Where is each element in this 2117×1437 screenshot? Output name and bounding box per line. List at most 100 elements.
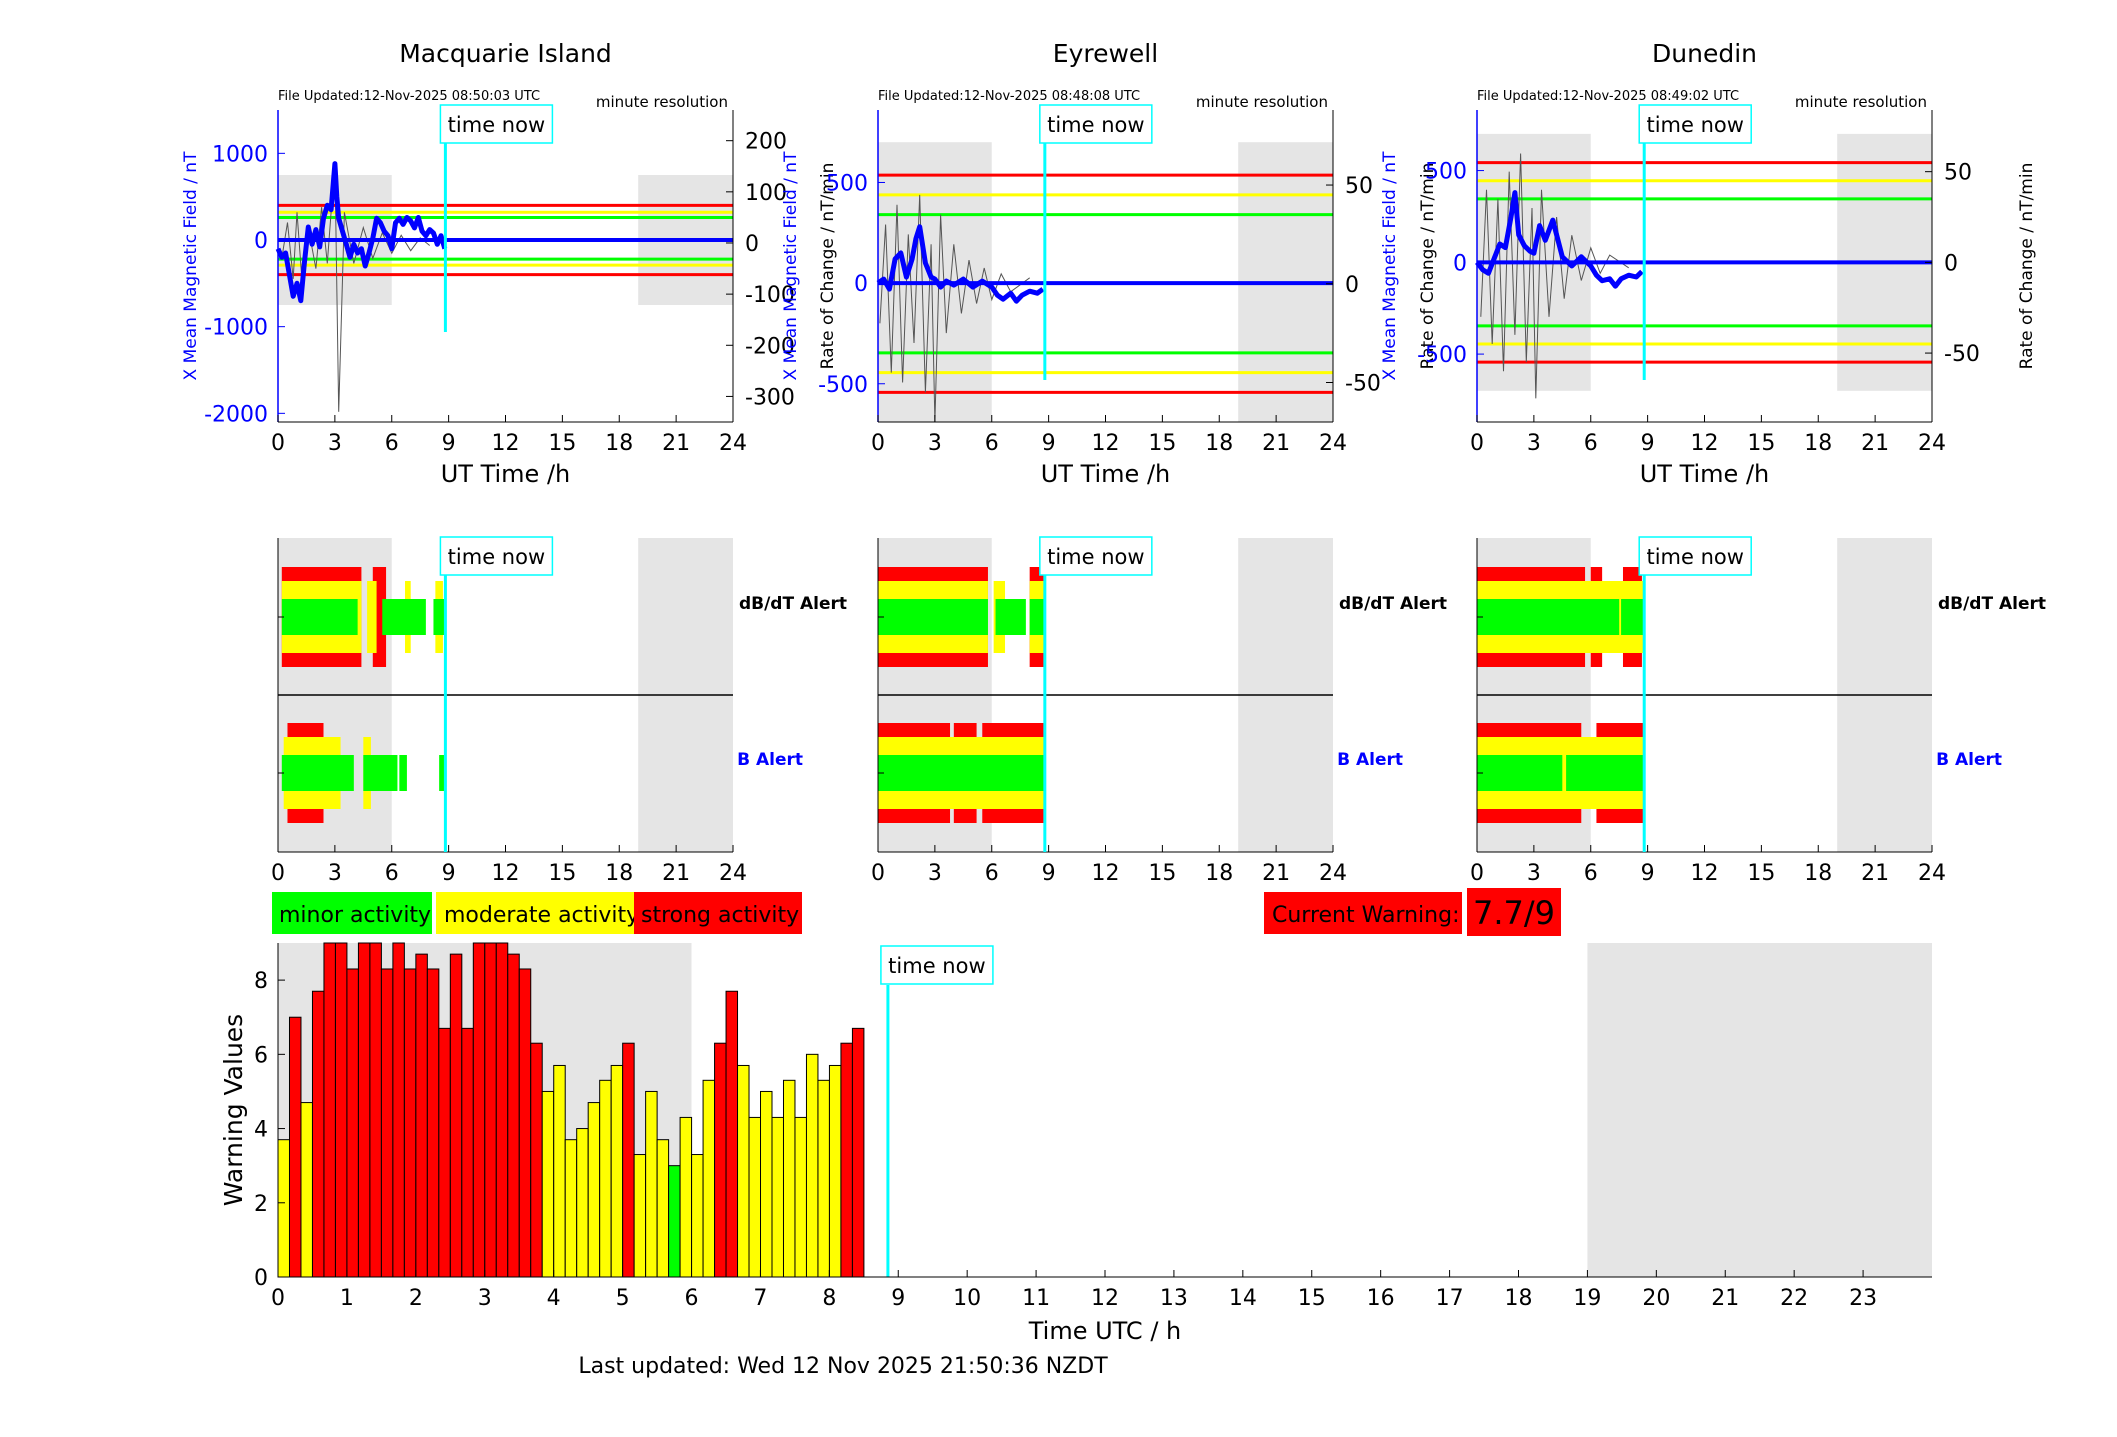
x-tick-label: 3 (478, 1286, 492, 1311)
time-now-label: time now (1646, 113, 1743, 137)
x-tick-label: 0 (1470, 861, 1484, 886)
warning-bar (828, 1064, 842, 1278)
y-tick-label: 4 (254, 1118, 268, 1143)
dbdt-alert-minor (995, 599, 1026, 635)
x-tick-label: 12 (1691, 861, 1719, 886)
x-tick-label: 15 (548, 431, 576, 456)
x-axis-label: UT Time /h (1640, 460, 1770, 488)
legend-strong-swatch (634, 892, 802, 934)
x-tick-label: 24 (1918, 431, 1946, 456)
left-tick-label: -2000 (204, 402, 268, 427)
resolution-label: minute resolution (596, 93, 728, 111)
time-now-label: time now (1646, 545, 1743, 569)
station-title: Macquarie Island (399, 39, 612, 68)
x-tick-label: 0 (271, 861, 285, 886)
warning-bar (817, 1079, 830, 1278)
left-tick-label: 500 (1425, 160, 1467, 185)
b-alert-minor (399, 755, 407, 791)
x-tick-label: 12 (1092, 861, 1120, 886)
warning-bar (668, 1165, 681, 1278)
legend-minor-swatch (272, 892, 432, 934)
warning-bar (311, 990, 325, 1278)
left-tick-label: 500 (826, 171, 868, 196)
warning-bar (656, 1139, 670, 1278)
warning-bar (840, 1042, 853, 1278)
x-tick-label: 15 (1148, 431, 1176, 456)
right-tick-label: 200 (745, 130, 787, 155)
x-tick-label: 18 (1804, 431, 1832, 456)
x-tick-label: 15 (1298, 1286, 1326, 1311)
night-band (1587, 943, 1932, 1277)
x-tick-label: 6 (385, 431, 399, 456)
warning-bar (633, 1154, 647, 1278)
station-title: Eyrewell (1053, 39, 1158, 68)
warning-bar (794, 1116, 807, 1278)
file-updated: File Updated:12-Nov-2025 08:48:08 UTC (878, 89, 1140, 104)
warning-bar (679, 1116, 693, 1278)
right-tick-label: -100 (745, 283, 795, 308)
x-tick-label: 21 (662, 861, 690, 886)
x-tick-label: 12 (492, 861, 520, 886)
x-tick-label: 6 (685, 1286, 699, 1311)
time-now-label: time now (1047, 545, 1144, 569)
left-tick-label: 0 (254, 229, 268, 254)
x-axis-label: UT Time /h (1041, 460, 1171, 488)
dbdt-alert-minor (1029, 599, 1045, 635)
resolution-label: minute resolution (1795, 93, 1927, 111)
b-alert-minor (439, 755, 445, 791)
x-tick-label: 12 (1091, 1286, 1119, 1311)
dbdt-alert-moderate (367, 581, 377, 653)
x-tick-label: 9 (1641, 861, 1655, 886)
x-tick-label: 8 (822, 1286, 836, 1311)
mean-field-line (1475, 190, 1644, 289)
x-tick-label: 1 (340, 1286, 354, 1311)
mean-field-line (876, 224, 1045, 304)
rate-of-change-line (1480, 153, 1629, 399)
magnetic-field-panels: Macquarie Island File Updated:12-Nov-2025… (181, 39, 2037, 488)
warning-bar (403, 968, 417, 1278)
time-now-label: time now (888, 954, 985, 978)
warning-bar (576, 1128, 589, 1278)
x-tick-label: 7 (753, 1286, 767, 1311)
current-warning-value: 7.7/9 (1473, 894, 1555, 932)
dbdt-alert-minor (878, 599, 988, 635)
warning-bar (461, 1027, 474, 1278)
alert-panel-3: dB/dT Alert B Alert time now 0 3 6 9 12 15 18 21 24 (1470, 536, 2046, 886)
x-axis-label: UT Time /h (441, 460, 571, 488)
warning-bar (415, 953, 428, 1278)
x-tick-label: 24 (719, 431, 747, 456)
warning-bar (851, 1027, 865, 1278)
x-tick-label: 22 (1780, 1286, 1808, 1311)
right-tick-label: -300 (745, 385, 795, 410)
warning-bar (622, 1042, 635, 1278)
x-tick-label: 5 (616, 1286, 630, 1311)
time-now-box (439, 104, 554, 144)
warning-bar (288, 1016, 302, 1278)
left-tick-label: 1000 (212, 142, 268, 167)
station-panel-2: Eyrewell File Updated:12-Nov-2025 08:48:0… (781, 39, 1438, 488)
warning-bar (771, 1116, 784, 1278)
b-alert-label: B Alert (737, 750, 803, 770)
station-panel-1: Macquarie Island File Updated:12-Nov-2025… (181, 39, 838, 488)
warning-bar (495, 942, 509, 1278)
current-warning: Current Warning: 7.7/9 (1264, 886, 1563, 938)
right-tick-label: -50 (1345, 372, 1381, 397)
dbdt-alert-minor (433, 599, 445, 635)
dbdt-alert-minor (281, 599, 358, 635)
current-warning-box (1264, 892, 1462, 934)
warning-bar (760, 1090, 773, 1278)
warning-bar (691, 1154, 704, 1278)
x-tick-label: 4 (547, 1286, 561, 1311)
b-alert-minor (1566, 755, 1644, 791)
x-tick-label: 11 (1022, 1286, 1050, 1311)
x-tick-label: 9 (1042, 431, 1056, 456)
x-tick-label: 13 (1160, 1286, 1188, 1311)
right-axis-label: Rate of Change / nT/min (2017, 163, 2037, 370)
time-now-box (1638, 536, 1752, 576)
warning-bar (334, 942, 348, 1278)
x-tick-label: 9 (442, 431, 456, 456)
warning-bar (518, 968, 532, 1278)
legend-minor-label: minor activity (279, 903, 431, 928)
current-warning-value-box (1465, 886, 1563, 938)
x-tick-label: 18 (1505, 1286, 1533, 1311)
